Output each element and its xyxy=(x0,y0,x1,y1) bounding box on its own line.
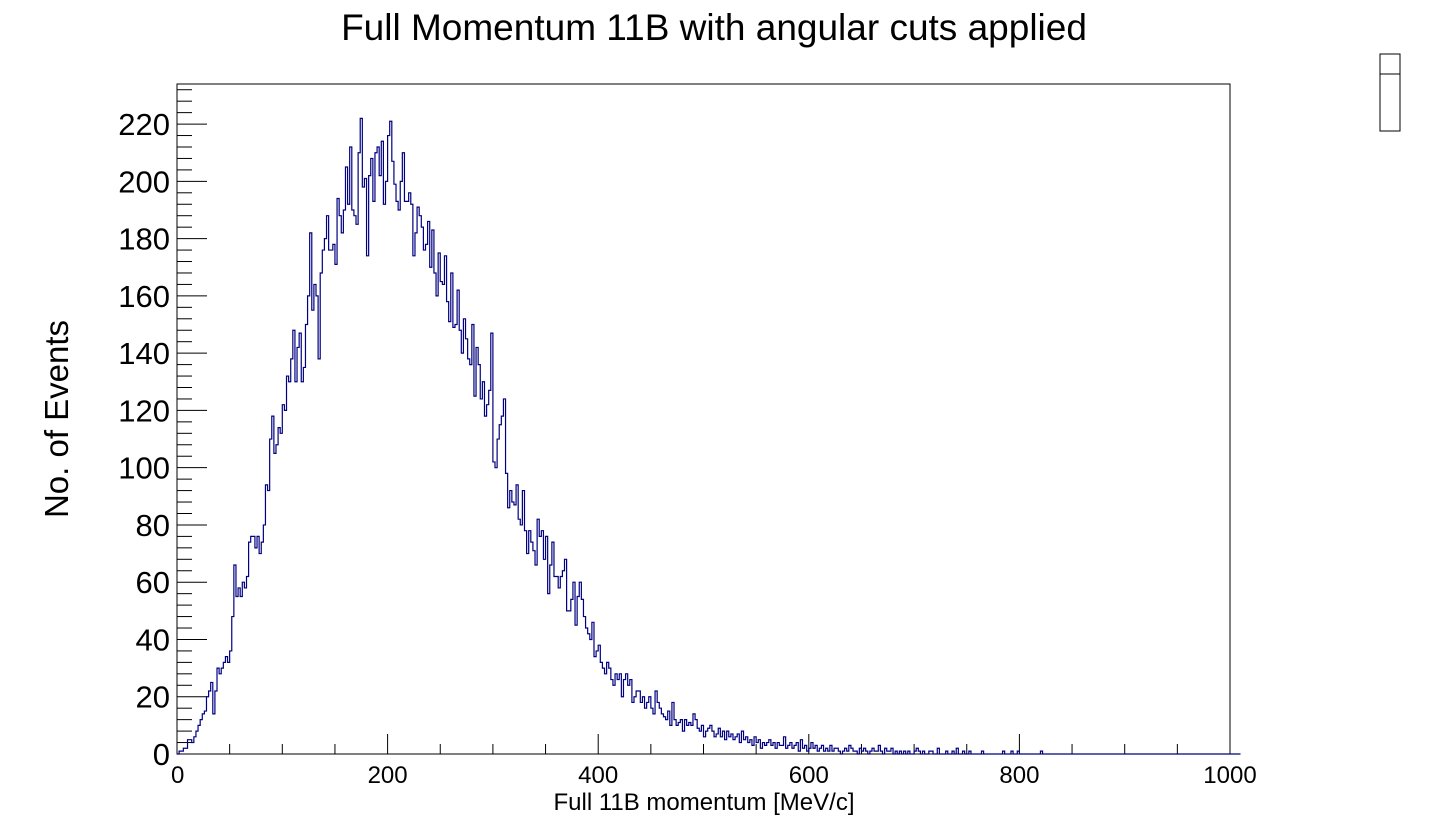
x-axis-tick-labels: 0 200 400 600 800 1000 xyxy=(171,762,1257,789)
x-tick-label: 0 xyxy=(171,762,184,789)
x-axis-label: Full 11B momentum [MeV/c] xyxy=(554,789,855,816)
stats-box xyxy=(1379,53,1401,132)
y-tick-label: 220 xyxy=(118,107,170,142)
chart-title: Full Momentum 11B with angular cuts appl… xyxy=(341,7,1087,48)
y-tick-label: 160 xyxy=(118,279,170,314)
y-tick-label: 200 xyxy=(118,164,170,199)
x-tick-label: 800 xyxy=(999,762,1039,789)
y-axis-ticks xyxy=(177,89,207,755)
y-tick-label: 120 xyxy=(118,393,170,428)
y-tick-label: 0 xyxy=(153,737,170,772)
y-tick-label: 60 xyxy=(136,565,170,600)
x-tick-label: 200 xyxy=(368,762,408,789)
histogram-series-line xyxy=(177,117,1241,755)
plot-frame xyxy=(176,83,1231,755)
x-tick-label: 600 xyxy=(789,762,829,789)
y-tick-label: 20 xyxy=(136,680,170,715)
x-tick-label: 400 xyxy=(578,762,618,789)
y-axis-tick-labels: 0 20 40 60 80 100 120 140 160 180 200 220 xyxy=(118,107,170,772)
y-tick-label: 40 xyxy=(136,622,170,657)
y-axis-label: No. of Events xyxy=(38,320,75,518)
y-tick-label: 140 xyxy=(118,336,170,371)
x-tick-label: 1000 xyxy=(1203,762,1256,789)
y-tick-label: 80 xyxy=(136,508,170,543)
y-tick-label: 100 xyxy=(118,451,170,486)
y-tick-label: 180 xyxy=(118,222,170,257)
